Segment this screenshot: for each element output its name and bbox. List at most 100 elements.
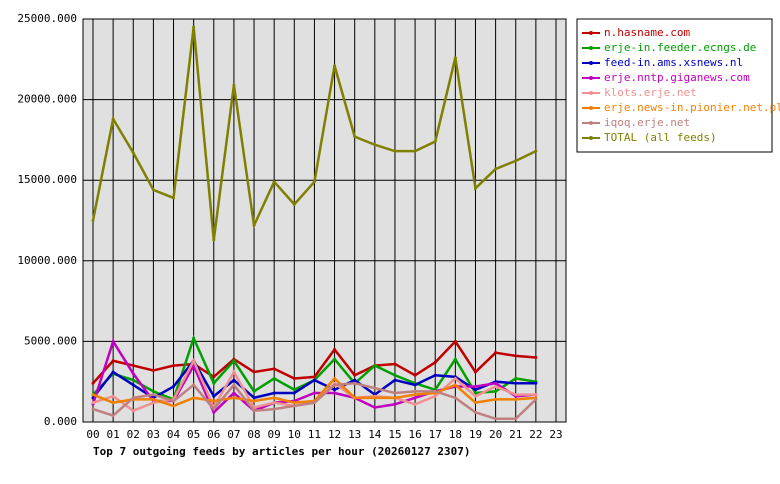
point <box>393 373 397 377</box>
point <box>433 360 437 364</box>
x-tick-label: 06 <box>207 428 220 441</box>
point <box>91 393 95 397</box>
point <box>494 167 498 171</box>
point <box>393 362 397 366</box>
point <box>312 378 316 382</box>
point <box>393 391 397 395</box>
point <box>111 370 115 374</box>
point <box>333 376 337 380</box>
point <box>232 391 236 395</box>
point <box>91 401 95 405</box>
point <box>514 376 518 380</box>
y-tick-label: 20000.000 <box>17 93 77 106</box>
y-tick-label: 0.000 <box>44 415 77 428</box>
x-tick-label: 02 <box>127 428 140 441</box>
point <box>494 417 498 421</box>
point <box>494 385 498 389</box>
legend-dot <box>589 61 593 65</box>
point <box>91 219 95 222</box>
point <box>151 397 155 401</box>
x-tick-label: 19 <box>469 428 482 441</box>
point <box>172 404 176 408</box>
point <box>453 376 457 380</box>
point <box>514 393 518 397</box>
legend-dot <box>589 91 593 95</box>
x-tick-label: 09 <box>268 428 281 441</box>
point <box>413 383 417 387</box>
point <box>413 393 417 397</box>
point <box>534 397 538 401</box>
point <box>333 357 337 361</box>
point <box>473 385 477 389</box>
point <box>111 359 115 363</box>
point <box>111 414 115 418</box>
point <box>292 388 296 392</box>
point <box>272 391 276 395</box>
point <box>252 223 256 227</box>
point <box>151 368 155 372</box>
point <box>413 389 417 393</box>
x-tick-label: 03 <box>147 428 160 441</box>
x-tick-label: 18 <box>449 428 462 441</box>
point <box>192 396 196 400</box>
x-tick-label: 11 <box>308 428 321 441</box>
y-tick-label: 15000.000 <box>17 173 77 186</box>
x-tick-label: 08 <box>247 428 260 441</box>
point <box>514 354 518 358</box>
point <box>353 373 357 377</box>
point <box>232 378 236 382</box>
point <box>393 402 397 406</box>
point <box>192 25 196 29</box>
x-tick-label: 16 <box>408 428 421 441</box>
point <box>172 385 176 389</box>
point <box>232 383 236 387</box>
point <box>473 394 477 398</box>
point <box>111 117 115 121</box>
legend-dot <box>589 76 593 80</box>
point <box>453 357 457 361</box>
point <box>91 381 95 385</box>
x-tick-label: 13 <box>348 428 361 441</box>
x-tick-label: 21 <box>509 428 522 441</box>
point <box>292 376 296 380</box>
point <box>192 383 196 387</box>
point <box>131 151 135 155</box>
x-tick-label: 12 <box>328 428 341 441</box>
point <box>473 410 477 414</box>
point <box>151 393 155 397</box>
point <box>534 149 538 153</box>
point <box>333 391 337 395</box>
point <box>494 351 498 355</box>
point <box>373 143 377 147</box>
x-tick-label: 20 <box>489 428 502 441</box>
point <box>393 396 397 400</box>
point <box>433 394 437 398</box>
point <box>433 389 437 393</box>
legend-dot <box>589 31 593 35</box>
legend-label: iqoq.erje.net <box>604 116 690 129</box>
point <box>272 367 276 371</box>
point <box>192 336 196 340</box>
point <box>514 397 518 401</box>
point <box>212 410 216 414</box>
x-tick-label: 00 <box>86 428 99 441</box>
x-tick-label: 04 <box>167 428 181 441</box>
point <box>232 370 236 374</box>
y-tick-label: 10000.000 <box>17 254 77 267</box>
point <box>212 375 216 379</box>
point <box>473 401 477 405</box>
x-tick-label: 15 <box>388 428 401 441</box>
point <box>151 188 155 192</box>
point <box>473 186 477 190</box>
point <box>131 383 135 387</box>
point <box>292 401 296 405</box>
point <box>353 378 357 382</box>
legend-label: erje.news-in.pionier.net.pl <box>604 101 780 114</box>
point <box>272 376 276 380</box>
point <box>292 391 296 395</box>
point <box>373 386 377 390</box>
point <box>131 396 135 400</box>
legend-label: n.hasname.com <box>604 26 690 39</box>
point <box>111 401 115 405</box>
point <box>353 381 357 385</box>
